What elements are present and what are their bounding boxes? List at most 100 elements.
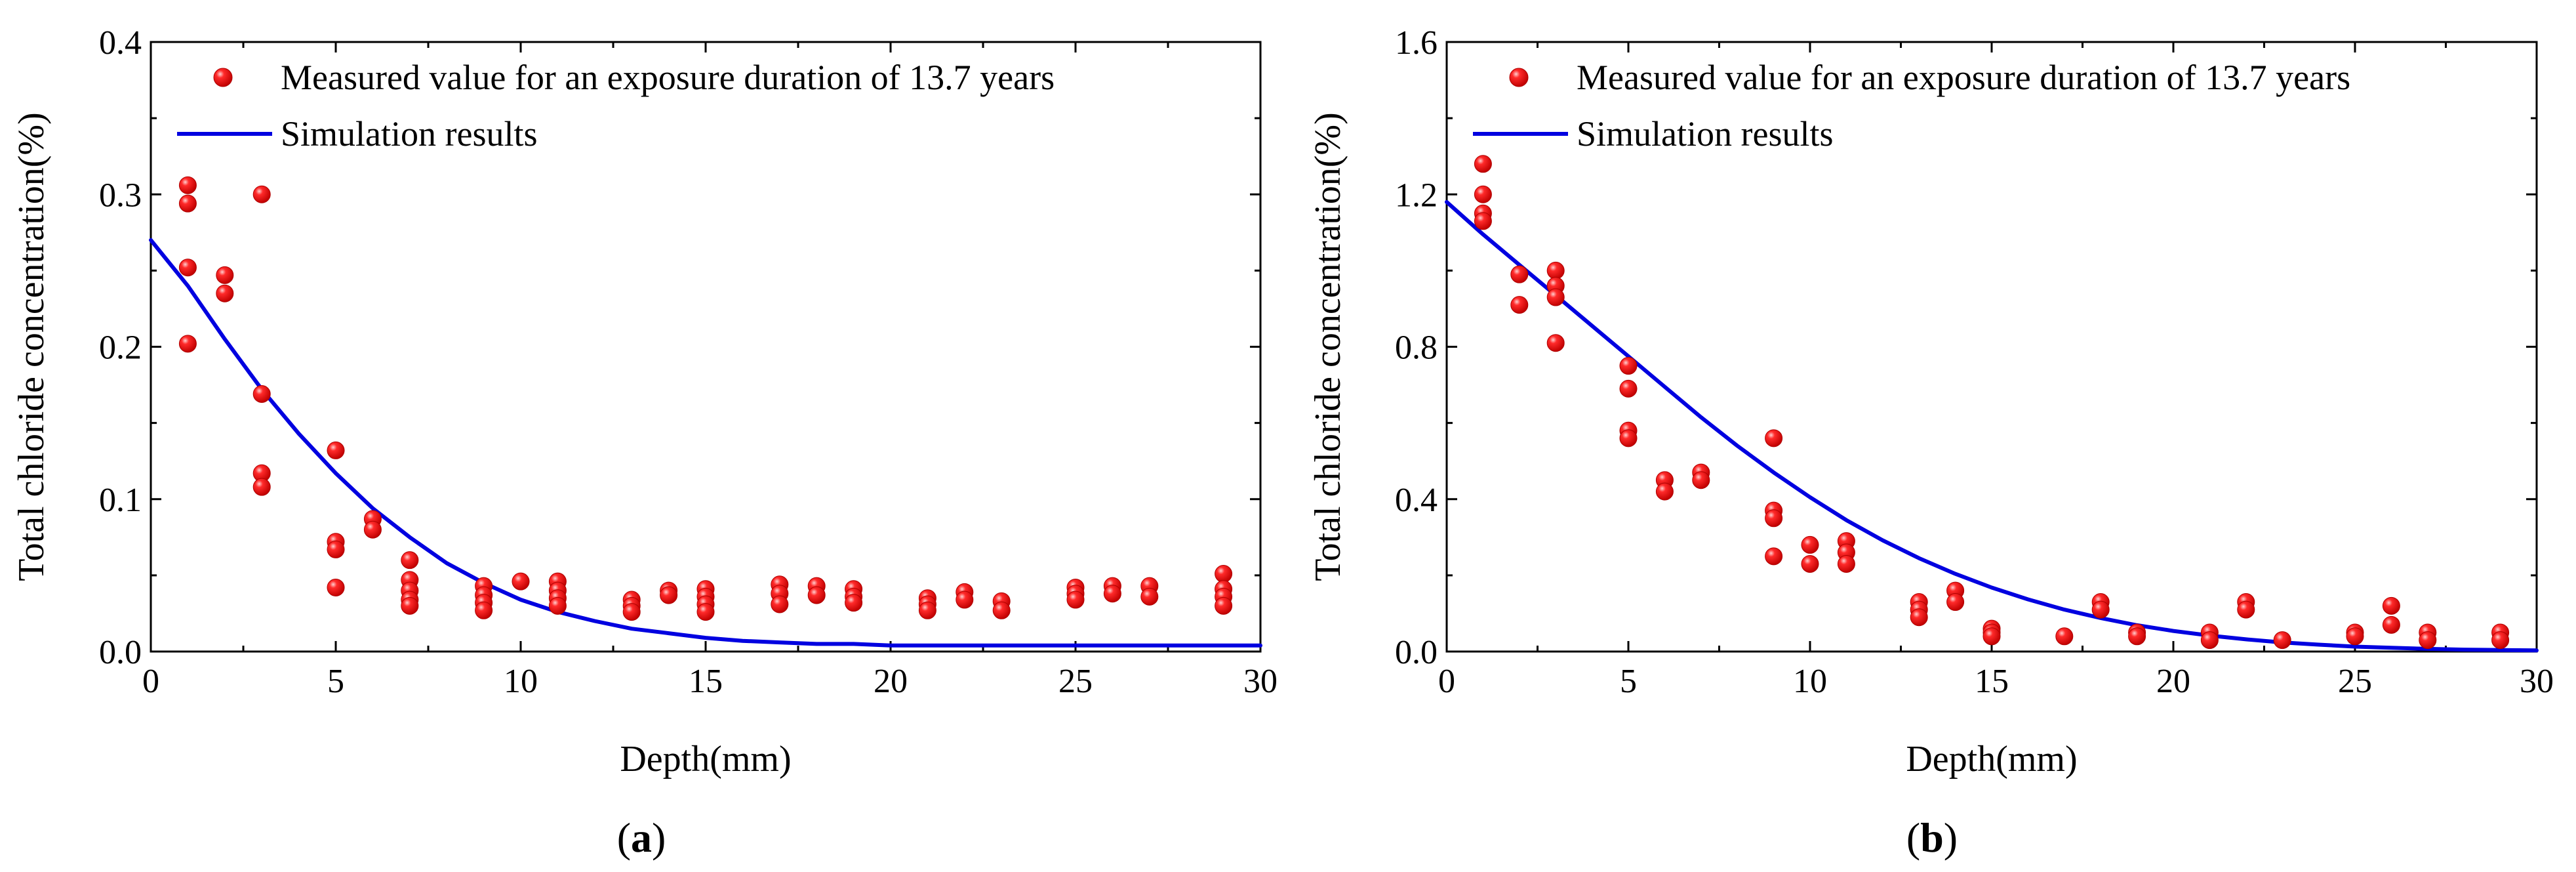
data-point <box>2237 600 2255 619</box>
data-point <box>2491 631 2510 650</box>
data-point <box>178 194 197 213</box>
simulation-curve <box>149 238 1262 648</box>
simulation-curve <box>1445 199 2539 653</box>
data-point <box>178 176 197 194</box>
data-point <box>2273 631 2291 650</box>
data-point <box>1103 585 1121 603</box>
data-point <box>1946 593 1965 612</box>
x-tick-label: 10 <box>504 663 538 700</box>
data-point <box>1801 535 1819 554</box>
data-point <box>1837 554 1855 573</box>
data-point <box>327 540 345 558</box>
x-tick-label: 30 <box>2520 663 2554 700</box>
data-point <box>622 603 641 621</box>
data-point <box>1619 429 1638 447</box>
data-point <box>1510 296 1529 314</box>
data-point <box>216 266 234 284</box>
data-point <box>696 603 715 621</box>
data-point <box>363 520 382 539</box>
x-tick-label: 5 <box>327 663 344 700</box>
legend-marker-measured <box>1509 68 1529 87</box>
y-tick-label: 1.6 <box>1395 24 1438 62</box>
data-point <box>807 586 826 604</box>
data-point <box>1765 429 1783 447</box>
x-tick-label: 0 <box>1438 663 1455 700</box>
data-point <box>216 284 234 302</box>
data-point <box>2128 627 2146 646</box>
x-tick-label: 5 <box>1620 663 1637 700</box>
data-point <box>1546 334 1565 352</box>
legend-label-simulation: Simulation results <box>281 114 538 154</box>
data-point <box>660 586 678 604</box>
y-tick-label: 0.0 <box>99 634 142 671</box>
data-point <box>1546 261 1565 280</box>
data-point <box>401 551 419 570</box>
data-point <box>2091 600 2110 619</box>
data-point <box>1765 509 1783 528</box>
y-tick-label: 0.8 <box>1395 329 1438 367</box>
x-tick-label: 20 <box>874 663 908 700</box>
legend-label-simulation: Simulation results <box>1577 114 1834 154</box>
data-point <box>1546 288 1565 306</box>
x-axis-label: Depth(mm) <box>1906 739 2077 779</box>
data-point <box>252 384 271 403</box>
data-point <box>1510 265 1529 283</box>
data-point <box>1474 185 1492 203</box>
data-point <box>2200 631 2219 650</box>
data-point <box>956 591 974 609</box>
data-point <box>2382 615 2400 634</box>
x-tick-label: 15 <box>689 663 723 700</box>
x-tick-label: 25 <box>1058 663 1093 700</box>
data-point <box>845 594 863 612</box>
data-point <box>1655 482 1674 501</box>
data-point <box>1066 591 1085 609</box>
data-point <box>548 596 567 615</box>
y-tick-label: 0.4 <box>1395 482 1438 519</box>
x-tick-label: 25 <box>2338 663 2372 700</box>
data-point <box>1692 471 1710 489</box>
legend-label-measured: Measured value for an exposure duration … <box>281 58 1055 97</box>
chart-panel-a: 0 5 10 15 20 25 30 0.0 0.1 0.2 0.3 0.4 Depth(mm) Tota… <box>11 24 1278 861</box>
panel-label: (a) <box>617 814 666 861</box>
data-point <box>327 578 345 596</box>
data-point <box>2382 596 2400 615</box>
data-point <box>178 259 197 277</box>
y-tick-label: 1.2 <box>1395 176 1438 214</box>
y-tick-label: 0.4 <box>99 24 142 62</box>
y-axis-label: Total chloride concentration(%) <box>1308 112 1348 581</box>
data-point <box>992 601 1011 619</box>
data-point <box>1910 608 1928 627</box>
x-tick-label: 20 <box>2156 663 2190 700</box>
x-tick-label: 15 <box>1975 663 2009 700</box>
data-point <box>2346 627 2364 646</box>
data-point <box>327 441 345 459</box>
x-tick-label: 10 <box>1793 663 1827 700</box>
data-point <box>1474 212 1492 230</box>
data-point <box>918 601 936 619</box>
x-tick-label: 30 <box>1243 663 1278 700</box>
y-axis-label: Total chloride concentration(%) <box>11 112 52 581</box>
panel-label: (b) <box>1906 814 1958 861</box>
legend-label-measured: Measured value for an exposure duration … <box>1577 58 2350 97</box>
data-point <box>401 596 419 615</box>
data-point <box>1982 627 2001 646</box>
data-point <box>2419 631 2437 650</box>
y-tick-label: 0.2 <box>99 329 142 367</box>
data-point <box>771 595 789 613</box>
data-point <box>1619 379 1638 398</box>
data-point <box>1215 596 1233 615</box>
data-point <box>475 601 493 619</box>
data-point <box>1474 155 1492 173</box>
data-point <box>1140 587 1159 606</box>
chart-panel-b: 0 5 10 15 20 25 30 0.0 0.4 0.8 1.2 1.6 Depth(mm) Tota… <box>1308 24 2554 861</box>
data-point <box>1765 547 1783 566</box>
x-tick-label: 0 <box>142 663 159 700</box>
data-point <box>178 335 197 353</box>
data-point <box>512 572 530 591</box>
data-point <box>2055 627 2074 646</box>
y-tick-label: 0.0 <box>1395 634 1438 671</box>
x-axis-label: Depth(mm) <box>620 739 791 779</box>
data-point <box>252 185 271 203</box>
data-point <box>1801 554 1819 573</box>
